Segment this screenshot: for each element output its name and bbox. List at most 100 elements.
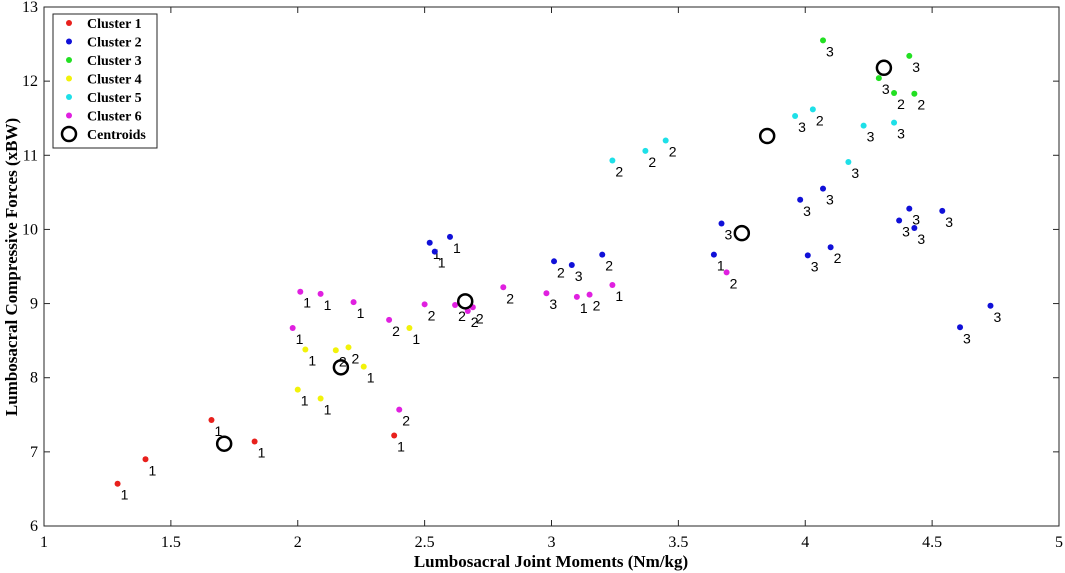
legend: Cluster 1 Cluster 2 Cluster 3 Cluster 4 Clus… [52, 13, 158, 149]
data-point-label: 3 [851, 165, 859, 181]
y-tick-label: 13 [22, 0, 38, 16]
data-point [987, 302, 994, 309]
data-point [297, 288, 304, 295]
data-point [609, 282, 616, 289]
data-point-label: 3 [897, 126, 905, 142]
data-point [142, 456, 149, 463]
data-point [827, 244, 834, 251]
y-tick-label: 12 [22, 73, 38, 90]
data-point [317, 290, 324, 297]
x-tick-label: 2 [294, 534, 302, 551]
x-tick-label: 3 [548, 534, 556, 551]
data-point-label: 2 [615, 163, 623, 179]
data-point [406, 325, 413, 332]
legend-entry: Cluster 6 [87, 110, 142, 125]
data-point-label: 3 [811, 258, 819, 274]
data-point-label: 2 [669, 143, 677, 159]
centroid-marker [332, 359, 350, 376]
data-point-label: 1 [357, 305, 365, 321]
data-point-label: 3 [902, 224, 910, 240]
data-point-label: 2 [917, 97, 925, 113]
x-tick-label: 1 [40, 534, 48, 551]
data-point-label: 2 [506, 290, 514, 306]
data-point [294, 386, 301, 393]
data-point [345, 344, 352, 351]
data-point-label: 1 [214, 423, 222, 439]
legend-marker [66, 38, 72, 45]
data-point [723, 269, 730, 276]
data-point-label: 2 [816, 112, 824, 128]
data-point [820, 185, 827, 192]
x-tick-label: 3.5 [668, 534, 688, 551]
legend-marker [66, 20, 72, 26]
data-point-label: 1 [367, 370, 375, 386]
x-tick-label: 4 [801, 534, 809, 551]
data-point-label: 3 [826, 43, 834, 59]
centroid-markers [215, 59, 893, 452]
legend-entry: Cluster 3 [87, 54, 142, 69]
data-point [317, 395, 324, 402]
data-point [543, 290, 550, 297]
data-point [360, 363, 367, 370]
data-point-label: 1 [301, 393, 309, 409]
data-point-label: 1 [412, 331, 420, 347]
data-point [792, 112, 799, 119]
data-point-label: 3 [912, 212, 920, 228]
data-point [452, 302, 459, 309]
data-point [302, 346, 309, 353]
data-point [568, 262, 575, 269]
data-point [551, 258, 558, 265]
data-point-label: 3 [963, 330, 971, 346]
data-point-label: 2 [458, 308, 466, 324]
data-point-label: 3 [798, 119, 806, 135]
data-point-label: 3 [549, 296, 557, 312]
data-point [386, 316, 393, 323]
data-point-label: 1 [308, 353, 316, 369]
data-point [845, 158, 852, 165]
data-point-label: 2 [834, 250, 842, 266]
data-point-label: 3 [917, 231, 925, 247]
data-point [447, 233, 453, 240]
data-point [891, 90, 898, 97]
data-point [431, 248, 438, 255]
data-point [350, 299, 357, 306]
y-tick-label: 6 [30, 518, 38, 535]
data-point-label: 3 [803, 203, 811, 219]
legend-entry: Cluster 2 [87, 36, 142, 51]
legend-marker [66, 57, 72, 63]
data-point-label: 1 [121, 487, 129, 503]
legend-entry: Cluster 5 [87, 91, 142, 106]
data-point [426, 239, 433, 246]
data-point-label: 1 [303, 295, 311, 311]
data-point [911, 90, 918, 97]
data-point-label: 2 [730, 275, 738, 291]
legend-entry: Centroids [87, 128, 146, 143]
x-axis-label: Lumbosacral Joint Moments (Nm/kg) [414, 552, 688, 571]
y-tick-label: 9 [30, 296, 38, 313]
data-point [332, 347, 339, 354]
data-point [860, 122, 867, 129]
data-point [289, 325, 296, 332]
x-tick-label: 2.5 [415, 534, 435, 551]
data-point [642, 147, 649, 154]
data-point [809, 106, 816, 113]
x-tick-label: 5 [1055, 534, 1063, 551]
data-point [891, 119, 898, 126]
data-points: 1111111123213333233333333232111221122232… [114, 37, 1001, 503]
data-point-label: 3 [945, 214, 953, 230]
data-point [609, 157, 616, 164]
data-point-label: 2 [402, 413, 410, 429]
data-point-label: 2 [897, 96, 905, 112]
data-point [251, 438, 258, 445]
y-tick-label: 7 [30, 444, 38, 461]
data-point [396, 406, 403, 413]
data-point [114, 480, 121, 487]
data-point [906, 52, 913, 59]
plot-area [43, 6, 1060, 527]
centroid-marker [758, 127, 776, 145]
data-point [599, 251, 606, 258]
data-point-label: 3 [826, 192, 834, 208]
data-point-label: 3 [912, 59, 920, 75]
